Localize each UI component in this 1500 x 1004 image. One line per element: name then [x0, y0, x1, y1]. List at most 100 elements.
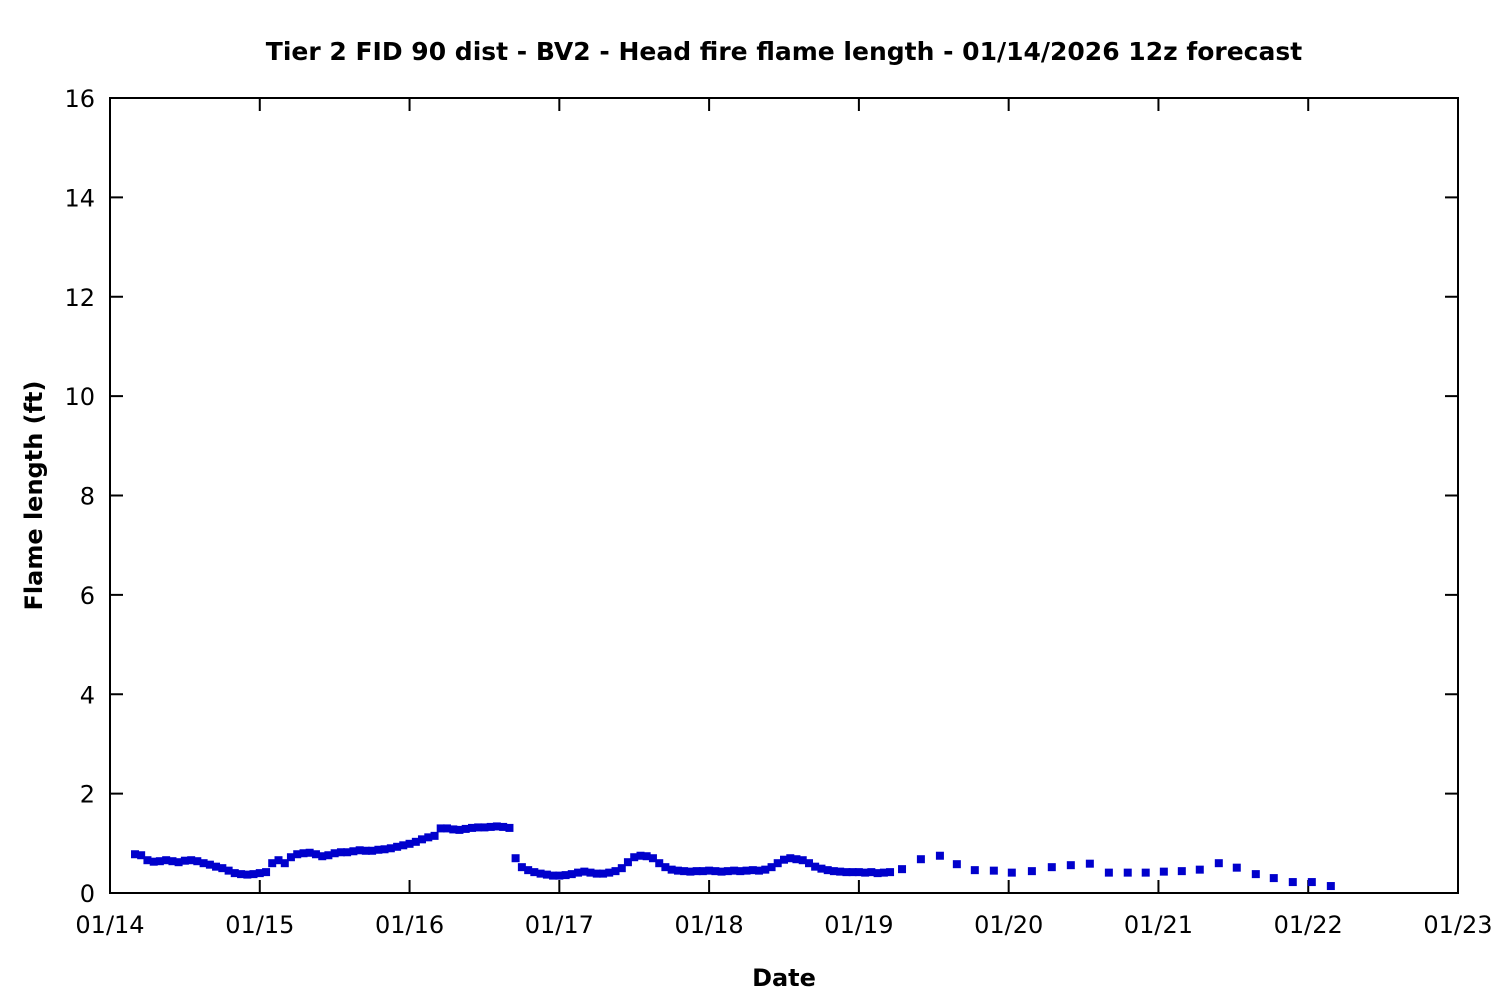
data-point: [1214, 859, 1223, 868]
data-point: [617, 864, 626, 873]
data-point: [542, 870, 551, 879]
data-point: [536, 869, 545, 878]
data-point: [486, 822, 495, 831]
data-point: [311, 850, 320, 859]
data-point: [143, 856, 152, 865]
data-point: [655, 859, 664, 868]
data-point: [970, 866, 979, 875]
data-point: [343, 848, 352, 857]
data-point: [255, 869, 264, 878]
data-point: [1066, 861, 1075, 870]
data-point: [792, 855, 801, 864]
data-point: [386, 844, 395, 853]
data-point: [555, 871, 564, 880]
data-point: [155, 857, 164, 866]
y-axis-label: Flame length (ft): [20, 381, 48, 611]
data-point: [567, 870, 576, 879]
data-point: [449, 825, 458, 834]
data-point: [836, 867, 845, 876]
data-point: [355, 846, 364, 855]
data-point: [1307, 878, 1316, 887]
data-point: [149, 857, 158, 866]
data-point: [686, 867, 695, 876]
data-point: [330, 849, 339, 858]
x-tick-label: 01/19: [824, 911, 893, 939]
data-point: [168, 857, 177, 866]
data-point: [492, 822, 501, 831]
data-point: [224, 866, 233, 875]
data-point: [673, 866, 682, 875]
data-point: [586, 868, 595, 877]
data-point: [499, 822, 508, 831]
x-tick-label: 01/21: [1124, 911, 1193, 939]
data-point: [842, 868, 851, 877]
data-point: [1159, 867, 1168, 876]
x-tick-label: 01/23: [1423, 911, 1492, 939]
data-point: [424, 833, 433, 842]
data-point: [648, 854, 657, 863]
data-point: [517, 863, 526, 872]
data-point: [1269, 874, 1278, 883]
data-point: [199, 859, 208, 868]
x-tick-label: 01/18: [675, 911, 744, 939]
data-point: [511, 854, 520, 863]
data-point: [879, 868, 888, 877]
data-point: [380, 845, 389, 854]
data-point: [823, 866, 832, 875]
data-point: [636, 851, 645, 860]
data-point: [405, 839, 414, 848]
data-point: [642, 852, 651, 861]
data-point: [717, 867, 726, 876]
data-point: [399, 841, 408, 850]
data-point: [886, 868, 895, 877]
data-point: [952, 860, 961, 869]
y-tick-label: 6: [80, 582, 95, 610]
x-tick-label: 01/17: [525, 911, 594, 939]
data-point: [131, 850, 140, 859]
data-point: [274, 856, 283, 865]
data-point: [305, 848, 314, 857]
data-point: [811, 862, 820, 871]
data-point: [174, 858, 183, 867]
plot-box: [109, 97, 1459, 894]
data-point: [798, 856, 807, 865]
data-point: [336, 848, 345, 857]
data-point: [212, 862, 221, 871]
data-point: [935, 851, 944, 860]
data-point: [916, 855, 925, 864]
data-point: [767, 863, 776, 872]
data-point: [237, 870, 246, 879]
data-point: [1104, 868, 1113, 877]
data-point: [1195, 865, 1204, 874]
data-point: [430, 831, 439, 840]
y-tick-label: 4: [80, 681, 95, 709]
data-point: [1047, 863, 1056, 872]
data-point: [505, 823, 514, 832]
y-tick-label: 14: [64, 184, 95, 212]
data-point: [243, 870, 252, 879]
plot-border: [109, 97, 1459, 894]
data-point: [461, 824, 470, 833]
data-point: [854, 868, 863, 877]
data-point: [698, 867, 707, 876]
data-point: [262, 868, 271, 877]
data-point: [667, 865, 676, 874]
axis-tick-labels: 01/14 01/15 01/16 01/17 01/18 01/19 01/20 01/21…: [64, 85, 1492, 939]
data-point: [280, 859, 289, 868]
data-point: [1007, 868, 1016, 877]
data-point: [349, 847, 358, 856]
x-tick-label: 01/14: [75, 911, 144, 939]
data-point: [411, 837, 420, 846]
data-point: [180, 856, 189, 865]
data-point: [623, 858, 632, 867]
data-point: [817, 864, 826, 873]
data-point: [742, 866, 751, 875]
x-tick-label: 01/22: [1274, 911, 1343, 939]
data-point: [780, 855, 788, 864]
data-point: [480, 823, 489, 832]
data-point: [773, 859, 782, 868]
y-tick-label: 8: [80, 483, 95, 511]
data-point: [580, 867, 589, 876]
